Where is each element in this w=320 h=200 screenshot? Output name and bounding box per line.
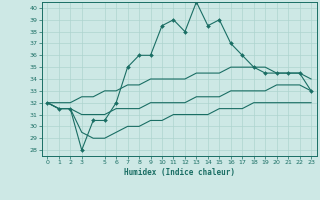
X-axis label: Humidex (Indice chaleur): Humidex (Indice chaleur)	[124, 168, 235, 177]
